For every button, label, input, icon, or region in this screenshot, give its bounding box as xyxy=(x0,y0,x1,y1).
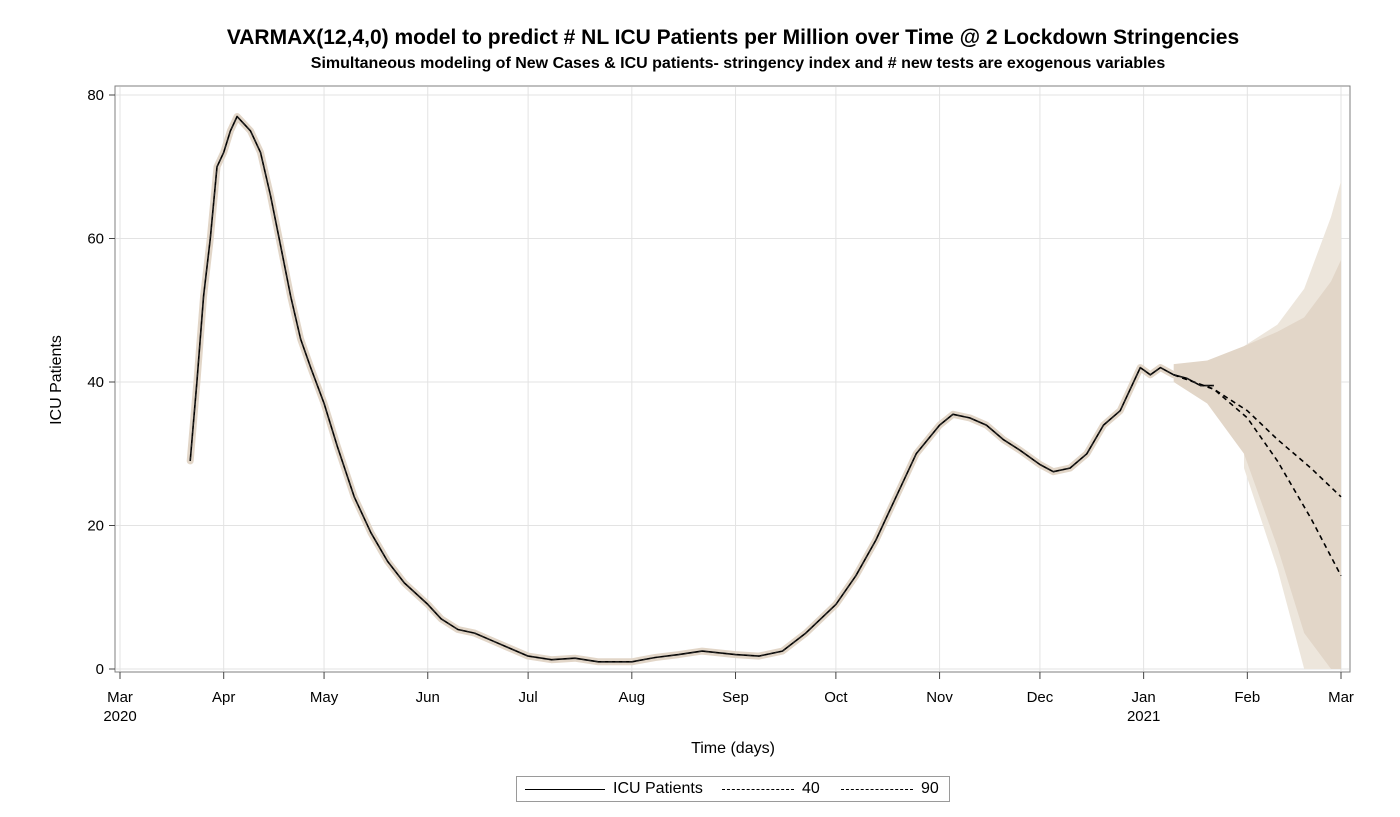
fit-band xyxy=(186,113,1218,666)
y-tick-label: 20 xyxy=(87,518,104,535)
legend-swatch-dash xyxy=(841,788,913,790)
y-axis-label: ICU Patients xyxy=(48,335,65,425)
x-tick-label: Nov xyxy=(926,689,953,706)
x-tick-label: Jul xyxy=(519,689,538,706)
grid-lines xyxy=(116,87,1349,671)
x-tick-year-label: 2020 xyxy=(103,708,136,725)
series-lines xyxy=(189,115,1342,663)
x-tick-label: Apr xyxy=(212,689,235,706)
x-tick-label: Dec xyxy=(1027,689,1054,706)
y-tick-label: 40 xyxy=(87,374,104,391)
x-tick-label: Jun xyxy=(416,689,440,706)
legend-label: 90 xyxy=(921,780,939,797)
x-tick-label: Aug xyxy=(618,689,645,706)
series-line-90 xyxy=(1173,374,1342,577)
x-tick-label: Jan xyxy=(1132,689,1156,706)
legend-swatch-solid xyxy=(525,788,605,790)
y-tick-label: 80 xyxy=(87,87,104,104)
legend-item-icu-patients: ICU Patients xyxy=(525,780,703,798)
series-line-40 xyxy=(1173,374,1342,498)
x-axis: Mar 2020 Apr May Jun Jul Aug Sep Oct Nov Dec Jan 202… xyxy=(103,672,1354,725)
y-axis: 0 20 40 60 80 xyxy=(87,87,115,678)
x-tick-label: Mar xyxy=(107,689,133,706)
series-line-fit xyxy=(189,115,1214,663)
confidence-band xyxy=(1173,260,1341,669)
x-tick-label: Oct xyxy=(824,689,848,706)
x-tick-label: Mar xyxy=(1328,689,1354,706)
legend-item-90: 90 xyxy=(841,780,939,798)
x-axis-label: Time (days) xyxy=(691,740,775,757)
chart-title: VARMAX(12,4,0) model to predict # NL ICU… xyxy=(226,26,1240,49)
chart-subtitle: Simultaneous modeling of New Cases & ICU… xyxy=(310,55,1166,72)
plot-frame xyxy=(114,85,1351,673)
series-line-icu-patients xyxy=(189,115,1214,663)
legend-swatch-dash xyxy=(722,788,794,790)
y-tick-label: 0 xyxy=(96,661,104,678)
x-tick-label: Feb xyxy=(1234,689,1260,706)
legend: ICU Patients 40 90 xyxy=(516,776,950,802)
y-tick-label: 60 xyxy=(87,231,104,248)
legend-label: 40 xyxy=(802,780,820,797)
legend-item-40: 40 xyxy=(722,780,820,798)
confidence-bands xyxy=(186,113,1341,669)
x-tick-label: May xyxy=(310,689,339,706)
legend-label: ICU Patients xyxy=(613,780,703,797)
x-tick-label: Sep xyxy=(722,689,749,706)
x-tick-year-label: 2021 xyxy=(1127,708,1160,725)
